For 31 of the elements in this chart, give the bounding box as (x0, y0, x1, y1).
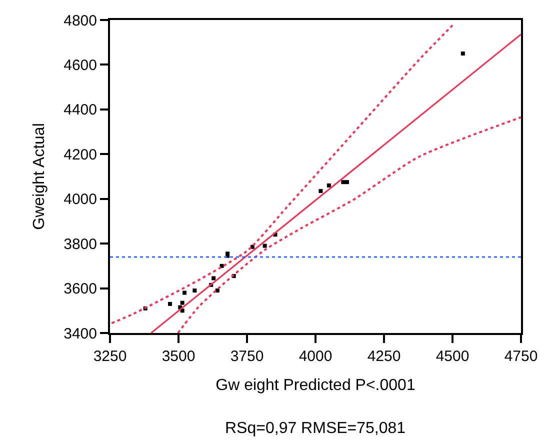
x-tick-label: 4750 (504, 348, 538, 365)
point (180, 300, 184, 305)
point (326, 183, 331, 188)
point (318, 189, 323, 194)
point (460, 52, 465, 56)
x-axis-title: Gw eight Predicted P<.0001 (216, 377, 416, 394)
point (192, 288, 197, 293)
y-tick-label: 4200 (64, 146, 97, 164)
text: RSq=0,97 RMSE=75,081 (225, 420, 406, 437)
y-tick-label: 4000 (64, 191, 97, 208)
y-tick-label: 4400 (64, 102, 97, 119)
y-tick-label: 3600 (64, 280, 97, 298)
line-series (110, 22, 456, 324)
point (262, 244, 267, 248)
point (212, 276, 216, 280)
y-tick-label: 3400 (64, 325, 97, 342)
y-axis-title: Gweight Actual (31, 123, 48, 230)
x-tick-label: 4500 (436, 348, 470, 365)
x-tick-label: 4250 (367, 348, 401, 365)
x-tick-label: 3250 (93, 348, 127, 365)
line-series (176, 116, 521, 333)
point (345, 180, 350, 184)
x-tick-label: 3500 (162, 348, 196, 365)
point (182, 290, 187, 295)
y-tick-label: 4600 (64, 56, 97, 74)
y-tick-label: 3800 (64, 236, 97, 253)
x-tick-label: 4000 (298, 348, 332, 365)
x-tick-label: 3750 (230, 348, 264, 365)
y-tick-label: 4800 (64, 12, 97, 30)
point (168, 302, 172, 306)
point (341, 180, 346, 184)
